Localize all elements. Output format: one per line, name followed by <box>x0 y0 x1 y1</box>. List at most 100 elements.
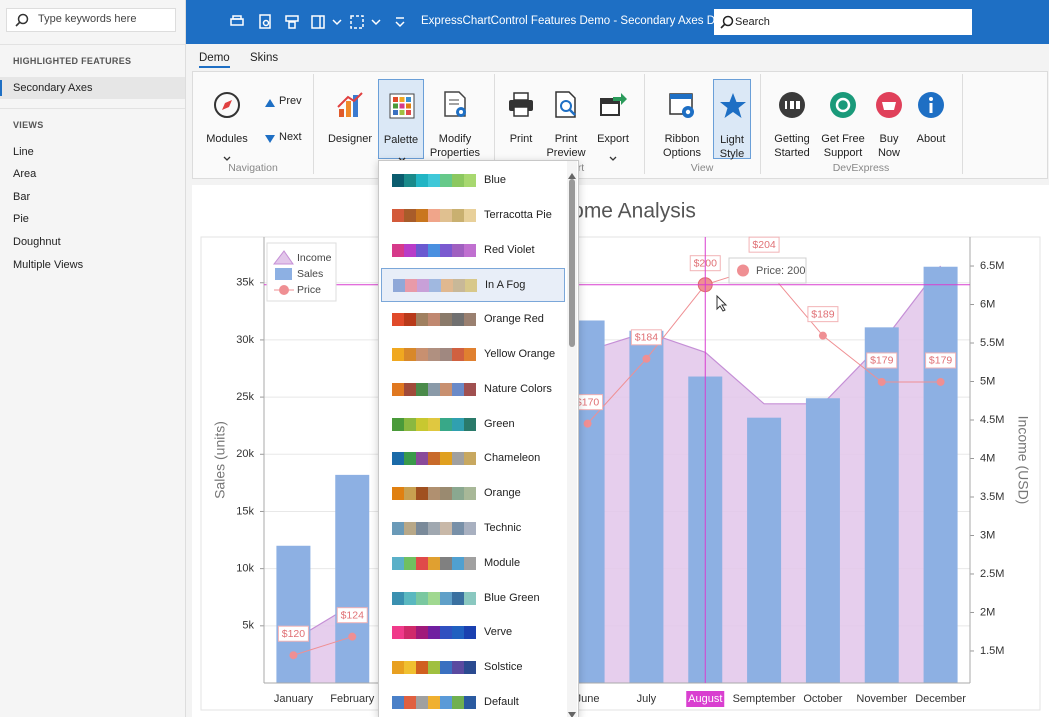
icon <box>776 89 808 126</box>
data-label-box <box>630 329 662 346</box>
palette-swatch <box>416 696 428 709</box>
palette-swatch <box>440 556 452 570</box>
nav-item[interactable]: Doughnut <box>0 231 185 253</box>
ribbon-button[interactable]: Modify Properties <box>424 79 486 159</box>
palette-swatch <box>428 487 440 501</box>
y-tick-label: 5k <box>242 620 254 632</box>
nav-item[interactable]: Line <box>0 141 185 163</box>
ribbon-button[interactable]: Ribbon Options <box>657 79 707 159</box>
palette-name: Orange <box>484 487 521 500</box>
search-field[interactable]: Search <box>714 9 972 35</box>
data-label: $189 <box>811 308 835 320</box>
palette-swatch <box>404 313 416 327</box>
palette-swatch <box>392 174 404 187</box>
palette-swatch <box>464 626 476 640</box>
search-box[interactable]: Type keywords here <box>6 8 176 32</box>
palette-item[interactable]: Solstice <box>381 651 565 685</box>
ribbon-button[interactable]: Print Preview <box>543 79 589 159</box>
ribbon-tab[interactable]: Demo <box>199 52 230 68</box>
point <box>289 651 298 660</box>
palette-name: Yellow Orange <box>484 348 556 360</box>
palette-swatch <box>428 208 440 222</box>
icon <box>346 101 351 117</box>
palette-item[interactable]: Orange <box>381 477 565 511</box>
palette-swatch <box>464 348 476 361</box>
group-label: View <box>690 162 714 174</box>
palette-item[interactable]: Orange Red <box>381 303 565 337</box>
palette-item[interactable]: Yellow Orange <box>381 338 565 372</box>
ribbon-button[interactable]: Prev <box>264 94 308 110</box>
ribbon-button[interactable]: Getting Started <box>767 79 817 159</box>
icon <box>509 92 533 117</box>
nav-item-label: Secondary Axes <box>13 82 93 94</box>
data-label: $124 <box>341 609 365 621</box>
palette-swatch <box>464 696 476 709</box>
bar <box>747 417 782 683</box>
icon <box>337 92 363 108</box>
nav-item[interactable]: Area <box>0 163 185 185</box>
palette-swatch <box>405 279 417 293</box>
toolbar-icon <box>350 15 364 29</box>
ribbon-button[interactable]: Next <box>264 130 308 146</box>
scrollbar-thumb[interactable] <box>569 179 575 347</box>
ribbon-button[interactable]: Designer <box>322 79 378 159</box>
palette-swatch <box>428 556 440 570</box>
palette-swatch <box>464 591 476 605</box>
nav-item-label: Bar <box>13 190 31 203</box>
palette-item[interactable]: Nature Colors <box>381 373 565 407</box>
palette-item[interactable]: Green <box>381 408 565 442</box>
palette-item[interactable]: Chameleon <box>381 442 565 476</box>
search-icon <box>15 21 21 27</box>
palette-item[interactable]: Module <box>381 547 565 581</box>
nav-item[interactable]: Bar <box>0 186 185 208</box>
icon <box>669 93 694 118</box>
palette-swatch <box>392 696 404 709</box>
ribbon-button[interactable]: About <box>908 79 954 159</box>
palette-item[interactable]: Verve <box>381 616 565 650</box>
ribbon-button[interactable]: Export <box>588 79 638 161</box>
palette-swatch <box>452 243 464 257</box>
palette-item[interactable]: Blue <box>381 164 565 198</box>
sidebar: Type keywords here HIGHLIGHTED FEATURES Se… <box>0 0 186 717</box>
palette-swatch <box>452 452 464 466</box>
palette-dropdown: Blue Terracotta Pie Red Violet In A Fog Oran… <box>378 160 579 717</box>
point <box>818 331 827 340</box>
palette-swatch <box>440 696 452 709</box>
legend-label: Price <box>297 284 321 296</box>
group-label: Navigation <box>228 162 278 174</box>
toolbar-icon <box>262 19 270 27</box>
palette-swatch <box>428 522 440 535</box>
y-tick-label: 20k <box>236 448 254 460</box>
nav-item[interactable]: Multiple Views <box>0 254 185 276</box>
ribbon-tab[interactable]: Skins <box>250 52 279 64</box>
palette-item[interactable]: Terracotta Pie <box>381 199 565 233</box>
nav-item[interactable]: Secondary Axes <box>0 77 185 99</box>
ribbon-button[interactable]: Palette <box>378 79 424 162</box>
y2-axis-title: Income (USD) <box>1015 416 1031 505</box>
toolbar-icon <box>232 15 242 20</box>
palette-item[interactable]: In A Fog <box>381 268 565 303</box>
icon <box>600 93 627 116</box>
palette-swatch <box>440 487 452 501</box>
palette-name: Verve <box>484 626 513 639</box>
ribbon-button[interactable]: Modules <box>199 79 255 161</box>
data-label-box <box>866 352 898 369</box>
palette-item[interactable]: Red Violet <box>381 234 565 268</box>
ribbon-button[interactable]: Light Style <box>713 79 751 160</box>
x-tick-label: February <box>330 693 375 705</box>
palette-name: Blue Green <box>484 591 540 604</box>
palette-item[interactable]: Blue Green <box>381 582 565 616</box>
icon <box>720 93 746 118</box>
ribbon-button[interactable]: Buy Now <box>869 79 909 159</box>
palette-item[interactable]: Default <box>381 686 565 717</box>
ribbon-button[interactable]: Print <box>498 79 544 159</box>
section-title: HIGHLIGHTED FEATURES <box>13 56 132 66</box>
palette-item[interactable]: Technic <box>381 512 565 546</box>
palette-swatch <box>404 591 416 605</box>
icon <box>929 97 933 101</box>
toolbar-icon <box>288 21 296 29</box>
search-icon <box>17 13 29 25</box>
nav-item[interactable]: Pie <box>0 208 185 230</box>
ribbon-button[interactable]: Get Free Support <box>817 79 869 159</box>
search-icon <box>722 15 734 27</box>
